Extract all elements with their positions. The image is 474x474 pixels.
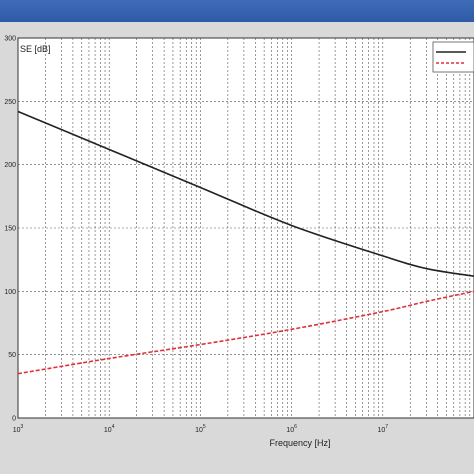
window-title-bar (0, 0, 474, 22)
y-tick-label: 0 (12, 416, 16, 423)
y-tick-label: 200 (4, 162, 16, 169)
legend-box (432, 41, 474, 73)
x-tick-label: 106 (286, 424, 297, 434)
y-tick-label: 100 (4, 289, 16, 296)
x-tick-label: 104 (104, 424, 115, 434)
series-layer (18, 110, 474, 375)
grid (18, 38, 474, 418)
y-tick-label: 300 (4, 36, 16, 43)
x-tick-labels: 103 104 105 106 107 (13, 424, 389, 434)
x-tick-label: 107 (378, 424, 389, 434)
x-tick-label: 105 (195, 424, 206, 434)
legend (432, 41, 474, 73)
y-tick-label: 150 (4, 226, 16, 233)
x-axis-label: Frequency [Hz] (269, 438, 330, 448)
series-2-line (18, 290, 474, 375)
y-tick-labels: 0 50 100 150 200 250 300 (4, 36, 16, 423)
y-tick-label: 250 (4, 99, 16, 106)
x-tick-label: 103 (13, 424, 24, 434)
y-axis-label: SE [dB] (20, 44, 51, 54)
y-tick-label: 50 (8, 352, 16, 359)
series-1-line (18, 110, 474, 277)
